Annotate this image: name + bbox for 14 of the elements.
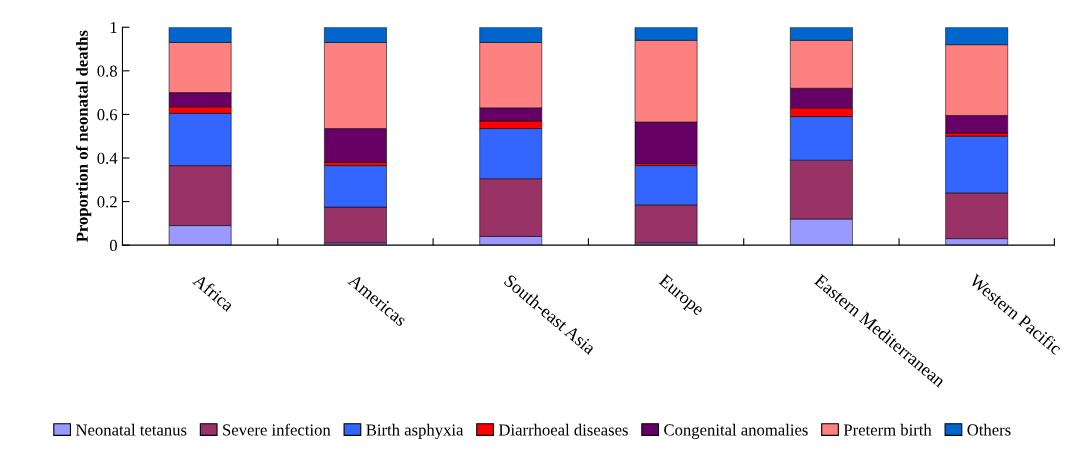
legend-label: Severe infection — [223, 423, 331, 436]
y-axis-title: Proportion of neonatal deaths — [75, 30, 92, 243]
legend-label: Congenital anomalies — [664, 423, 808, 439]
legend-label: Neonatal tetanus — [75, 423, 187, 436]
legend-label: Others — [967, 423, 1011, 436]
legend-label: Diarrhoeal diseases — [498, 423, 628, 436]
y-tick-label: 1 — [110, 22, 117, 34]
y-tick-label: 0.4 — [97, 152, 118, 165]
y-tick-label: 0 — [109, 239, 117, 252]
y-tick-label: 0.6 — [97, 109, 118, 121]
y-tick-label: 0.2 — [97, 196, 117, 208]
legend-label: Preterm birth — [843, 423, 932, 436]
y-tick-label: 0.8 — [97, 65, 117, 77]
legend-label: Birth asphyxia — [366, 423, 464, 439]
